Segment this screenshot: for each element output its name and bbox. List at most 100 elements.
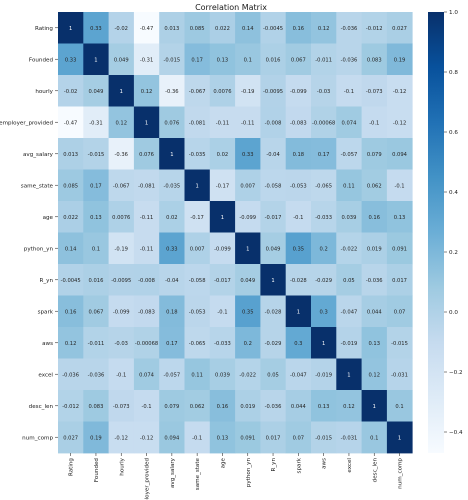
chart-title: Correlation Matrix [195,3,267,12]
y-tick-label: hourly [35,89,53,95]
cell-value-label: 0.17 [166,341,178,347]
cell-value-label: 0.1 [244,57,252,63]
cell-value-label: -0.073 [366,89,383,95]
heatmap-cell [235,421,261,454]
heatmap-cell [260,43,287,76]
heatmap-cell [184,75,211,107]
colorbar-tick-label: 0.8 [449,70,458,76]
heatmap-cell [83,43,109,76]
cell-value-labels: 1 0.33 -0.02 -0.47 0.013 0.085 0.022 0.14 -0.004… [61,26,408,442]
colorbar-tick-label: 1.0 [449,10,458,16]
cell-value-label: -0.0045 [263,26,283,32]
heatmap-cell [108,390,135,422]
heatmap-cell [108,295,135,328]
heatmap-cell [83,421,109,454]
cell-value-label: -0.036 [88,372,105,378]
cell-value-label: -0.012 [366,26,383,32]
heatmap-cell [235,106,261,139]
heatmap-cell [260,421,287,454]
heatmap-cell [235,43,261,76]
heatmap-cell [260,201,287,233]
y-tick-label: python_yn [24,246,54,252]
cell-value-label: -0.099 [113,309,130,315]
y-tick-label: Founded [29,57,54,63]
heatmap-cell [260,169,287,202]
heatmap-cell [285,421,312,454]
heatmap-cell [260,232,287,265]
cell-value-label: -0.47 [64,120,77,126]
heatmap-cell [260,106,287,139]
heatmap-cell [133,358,160,391]
heatmap-cell [235,138,261,170]
heatmap-cell [133,232,160,265]
cell-value-label: -0.036 [62,372,79,378]
cell-value-label: -0.31 [89,120,102,126]
cell-value-label: -0.028 [290,278,307,284]
heatmap-cell [361,264,388,296]
heatmap-cell [184,106,211,139]
cell-value-label: -0.083 [138,309,155,315]
heatmap-cell [108,12,135,44]
cell-value-label: -0.17 [190,215,203,221]
heatmap-cell [133,327,160,359]
heatmap-cell [209,264,236,296]
heatmap-cell [83,390,109,422]
cell-value-label: 0.094 [392,152,408,158]
heatmap-cell [108,421,135,454]
cell-value-label: -0.019 [341,341,358,347]
cell-value-label: -0.11 [140,215,153,221]
colorbar-tick-label: 0.4 [449,190,458,196]
x-tick-label: desc_len [372,458,378,483]
heatmap-cell [83,295,109,328]
cell-value-label: 0.079 [164,404,179,410]
cell-value-label: -0.015 [391,341,408,347]
cell-value-label: -0.065 [189,341,206,347]
cell-value-label: 0.022 [63,215,78,221]
heatmap-cells [58,12,413,454]
heatmap-cell [361,106,388,139]
cell-value-label: 0.17 [318,152,330,158]
y-tick-label: Rating [35,26,53,32]
y-tick-label: employer_provided [0,120,53,126]
heatmap-cell [361,12,388,44]
cell-value-label: -0.008 [265,120,282,126]
cell-value-label: 0.0076 [213,89,231,95]
cell-value-label: 0.35 [293,246,305,252]
cell-value-label: 0.2 [244,341,252,347]
cell-value-label: -0.058 [265,183,282,189]
heatmap-cell [235,390,261,422]
cell-value-label: 0.074 [139,372,155,378]
cell-value-label: -0.031 [391,372,408,378]
x-tick-label: num_comp [398,458,404,489]
heatmap-cell [311,169,337,202]
heatmap-cell [58,169,84,202]
heatmap-cell [336,232,362,265]
cell-value-label: 0.12 [368,372,380,378]
cell-value-label: -0.019 [315,372,332,378]
cell-value-label: 1 [145,120,148,126]
cell-value-label: -0.067 [113,183,130,189]
cell-value-label: 0.027 [63,435,78,441]
cell-value-label: -0.19 [115,246,128,252]
colorbar-ticks: 1.0 0.8 0.6 0.4 0.2 0.0 −0.2 −0.4 [444,10,463,436]
cell-value-label: 0.16 [293,26,305,32]
heatmap-cell [108,201,135,233]
heatmap-cell [83,169,109,202]
heatmap-cell [386,201,413,233]
cell-value-label: -0.11 [140,246,153,252]
y-tick-label: desc_len [29,404,54,410]
cell-value-label: -0.011 [88,341,105,347]
heatmap-cell [58,12,84,44]
x-tick-label: Rating [69,458,75,476]
colorbar-tick-label: 0.0 [449,310,458,316]
x-tick-label: age [220,457,226,468]
heatmap-cell [209,12,236,44]
heatmap-cell [133,169,160,202]
cell-value-label: 0.044 [367,309,383,315]
heatmap-cell [133,75,160,107]
heatmap-cell [235,201,261,233]
cell-value-label: 1 [398,435,401,441]
cell-value-label: 0.027 [392,26,407,32]
cell-value-label: 1 [322,341,325,347]
heatmap-cell [260,138,287,170]
